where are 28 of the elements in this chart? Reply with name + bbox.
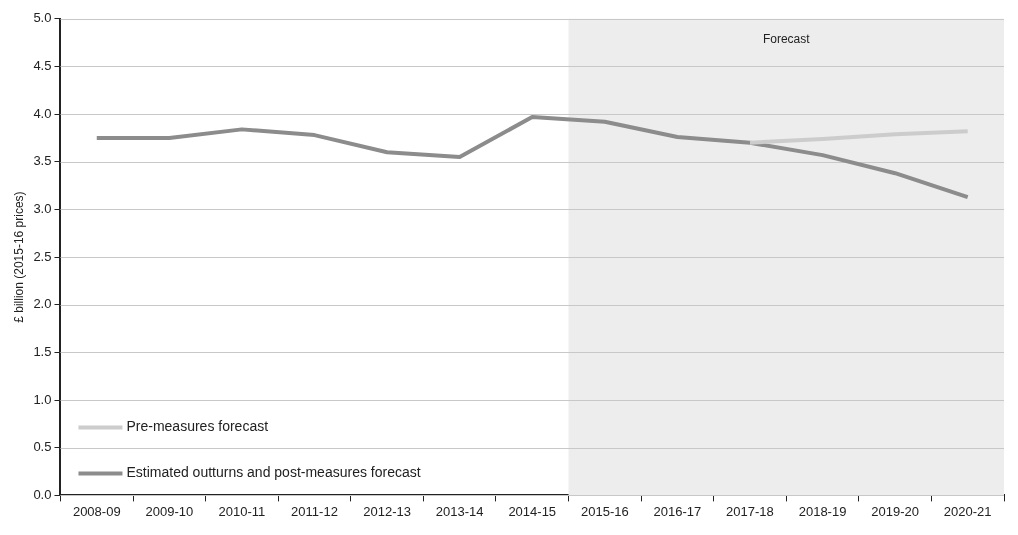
y-tick-label: 4.0 — [33, 105, 52, 121]
x-tick-label: 2018-19 — [798, 503, 847, 519]
y-tick-label: 1.5 — [33, 344, 52, 359]
y-tick-label: 1.0 — [33, 391, 52, 407]
x-tick-label: 2017-18 — [726, 503, 774, 519]
x-tick-label: 2020-21 — [943, 503, 992, 519]
x-tick-label: 2012-13 — [363, 503, 411, 519]
y-tick-label: 4.5 — [33, 58, 52, 74]
x-tick-label: 2013-14 — [435, 503, 484, 519]
x-tick-label: 2014-15 — [508, 503, 557, 519]
x-tick-label: 2009-10 — [145, 503, 194, 519]
y-tick-label: 3.5 — [33, 153, 52, 169]
y-tick-label: 0.5 — [33, 439, 52, 455]
y-tick-label: 0.0 — [33, 486, 52, 502]
y-tick-label: 5.0 — [33, 10, 52, 26]
y-axis-title: £ billion (2015-16 prices) — [11, 191, 26, 323]
legend-label: Pre-measures forecast — [126, 418, 269, 435]
y-tick-label: 3.0 — [33, 201, 52, 217]
x-tick-label: 2015-16 — [580, 503, 629, 519]
x-tick-label: 2011-12 — [291, 503, 338, 519]
band-label: Forecast — [762, 32, 811, 47]
x-tick-label: 2019-20 — [871, 503, 919, 519]
y-tick-label: 2.0 — [33, 296, 52, 312]
x-tick-label: 2010-11 — [218, 503, 266, 519]
legend-label: Estimated outturns and post-measures forecast — [126, 464, 421, 481]
x-tick-label: 2016-17 — [653, 503, 702, 519]
y-tick-label: 2.5 — [33, 248, 52, 264]
x-tick-label: 2008-09 — [72, 503, 121, 519]
